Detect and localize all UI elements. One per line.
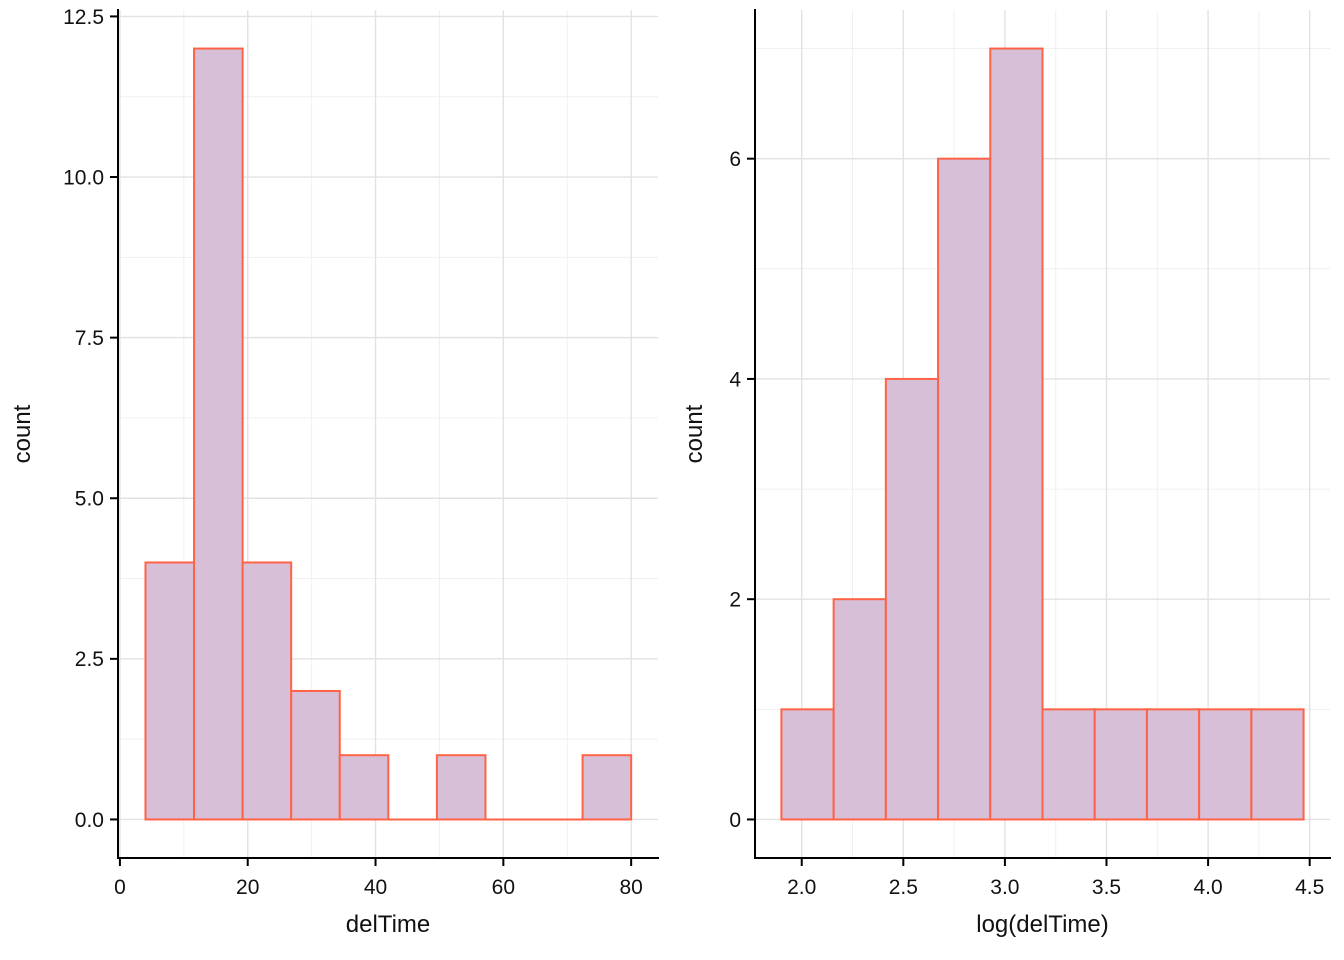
x-tick-label: 2.0: [787, 876, 816, 899]
y-tick-label: 12.5: [63, 6, 104, 29]
histogram-bar: [780, 708, 835, 821]
histogram-bar: [832, 598, 887, 821]
chart-svg: 0 20 40 60 80 0.0 2.5 5.0 7.5 10.0 12.5 delTime coun…: [9, 6, 659, 938]
y-tick-label: 7.5: [75, 327, 104, 350]
y-tick-label: 2.5: [75, 648, 104, 671]
bars: [144, 47, 633, 821]
x-tick-label: 3.5: [1092, 876, 1121, 899]
y-tick-label: 0: [729, 809, 741, 832]
x-axis-title: log(delTime): [976, 911, 1108, 938]
histogram-bar: [435, 754, 487, 821]
axes: [754, 9, 1331, 859]
x-tick-label: 40: [364, 876, 387, 899]
y-tick-label: 5.0: [75, 488, 104, 511]
histogram-log-delTime: 2.0 2.5 3.0 3.5 4.0 4.5 0 2 4 6 log(delTime) count: [672, 0, 1344, 960]
y-tick-label: 10.0: [63, 166, 104, 189]
tick-marks: [110, 15, 633, 866]
histogram-bar: [144, 561, 196, 821]
histogram-bar: [338, 754, 390, 821]
y-tick-label: 2: [729, 589, 741, 612]
histogram-bar: [581, 754, 633, 821]
x-axis-title: delTime: [346, 911, 430, 938]
y-tick-label: 6: [729, 148, 741, 171]
x-tick-labels: 0 20 40 60 80: [114, 876, 643, 899]
y-axis-title: count: [681, 404, 708, 463]
x-tick-labels: 2.0 2.5 3.0 3.5 4.0 4.5: [787, 876, 1324, 899]
y-tick-labels: 0 2 4 6: [729, 148, 741, 832]
y-tick-label: 4: [729, 368, 741, 391]
histogram-delTime: 0 20 40 60 80 0.0 2.5 5.0 7.5 10.0 12.5 delTime coun…: [9, 6, 659, 938]
x-tick-label: 3.0: [990, 876, 1019, 899]
y-tick-labels: 0.0 2.5 5.0 7.5 10.0 12.5: [63, 6, 104, 832]
histogram-bar: [241, 561, 293, 821]
axes: [117, 9, 659, 859]
histogram-bar: [884, 377, 940, 821]
histogram-bar: [1250, 708, 1305, 821]
bars: [780, 47, 1305, 821]
chart-svg: 2.0 2.5 3.0 3.5 4.0 4.5 0 2 4 6 log(delTime) count: [681, 9, 1331, 938]
histogram-bar: [989, 47, 1044, 821]
tick-marks: [747, 157, 1311, 866]
x-tick-label: 80: [619, 876, 642, 899]
histogram-bar: [1041, 708, 1096, 821]
histogram-bar: [193, 47, 244, 821]
x-tick-label: 4.5: [1295, 876, 1324, 899]
x-tick-label: 20: [236, 876, 259, 899]
x-tick-label: 2.5: [889, 876, 918, 899]
histogram-bar: [1198, 708, 1253, 821]
y-tick-label: 0.0: [75, 809, 104, 832]
x-tick-label: 4.0: [1193, 876, 1222, 899]
histogram-bar: [937, 157, 992, 821]
y-axis-title: count: [9, 404, 36, 463]
histogram-bar: [290, 689, 341, 821]
histogram-bar: [1093, 708, 1148, 821]
x-tick-label: 60: [492, 876, 515, 899]
x-tick-label: 0: [114, 876, 126, 899]
histogram-bar: [1145, 708, 1201, 821]
